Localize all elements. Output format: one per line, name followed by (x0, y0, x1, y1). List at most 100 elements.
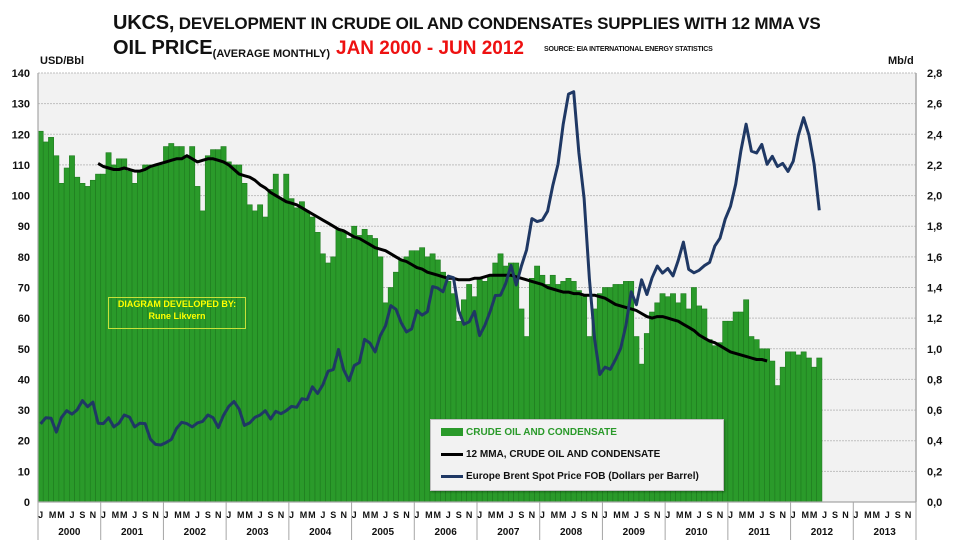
x-month-tick: J (822, 510, 827, 520)
y-left-tick-label: 110 (12, 160, 30, 172)
legend-label-crude: CRUDE OIL AND CONDENSATE (466, 427, 617, 438)
x-month-tick: M (425, 510, 433, 520)
x-month-tick: N (340, 510, 347, 520)
bar (419, 247, 426, 503)
bar (387, 287, 394, 503)
x-month-tick: J (258, 510, 263, 520)
x-month-tick: J (320, 510, 325, 520)
x-month-tick: J (791, 510, 796, 520)
y-right-tick-label: 2,8 (927, 68, 942, 80)
x-month-tick: M (120, 510, 128, 520)
x-month-tick: J (477, 510, 482, 520)
x-month-tick: S (268, 510, 274, 520)
bar (262, 216, 269, 503)
x-month-tick: J (226, 510, 231, 520)
x-month-tick: M (488, 510, 496, 520)
x-month-tick: J (853, 510, 858, 520)
y-right-tick-label: 2,4 (927, 129, 943, 141)
x-year-label: 2013 (874, 527, 897, 538)
bar (272, 173, 279, 503)
y-left-tick-label: 60 (18, 313, 30, 325)
bar (811, 366, 818, 503)
bar (769, 360, 776, 503)
bar (267, 189, 274, 503)
bar (288, 198, 295, 503)
x-month-tick: N (403, 510, 410, 520)
x-month-tick: M (873, 510, 881, 520)
bar (42, 141, 49, 503)
x-month-tick: M (300, 510, 308, 520)
x-month-tick: S (707, 510, 713, 520)
x-month-tick: M (684, 510, 692, 520)
bar (251, 210, 258, 503)
title-period: JAN 2000 - JUN 2012 (336, 38, 524, 59)
x-month-tick: J (603, 510, 608, 520)
bar (69, 155, 75, 503)
x-month-tick: N (215, 510, 222, 520)
legend-item-price: Europe Brent Spot Price FOB (Dollars per… (441, 471, 699, 482)
bar (53, 155, 60, 503)
bar (110, 164, 117, 503)
bar (377, 256, 384, 503)
bar (413, 250, 420, 503)
x-month-tick: J (289, 510, 294, 520)
x-year-label: 2008 (560, 527, 583, 538)
y-right-tick-label: 1,2 (927, 313, 942, 325)
y-right-ticks: 0,0 0,2 0,4 0,6 0,8 1,0 1,2 1,4 1,6 1,8 2,0 2,2 2,4 2… (927, 68, 943, 509)
y-left-tick-label: 50 (18, 344, 30, 356)
chart-title-line1: UKCS, DEVELOPMENT IN CRUDE OIL AND CONDE… (113, 12, 821, 35)
x-year-label: 2001 (121, 527, 144, 538)
bar (800, 351, 807, 503)
x-month-tick: J (508, 510, 513, 520)
y-left-tick-label: 20 (18, 436, 30, 448)
x-year-label: 2004 (309, 527, 332, 538)
bar (126, 170, 133, 503)
y-left-ticks: 0 10 20 30 40 50 60 70 80 90 100 110 120 130 140 (12, 68, 30, 509)
x-month-tick: S (644, 510, 650, 520)
bar (366, 235, 373, 503)
bar (403, 256, 410, 503)
x-month-tick: S (456, 510, 462, 520)
bar (37, 130, 44, 503)
bar (795, 354, 802, 503)
bar (816, 357, 823, 503)
y-left-unit-label: USD/Bbl (40, 55, 84, 67)
x-month-tick: J (697, 510, 702, 520)
bar (142, 164, 149, 503)
bar (325, 262, 331, 503)
bar (785, 351, 791, 503)
bar (84, 186, 91, 503)
y-left-tick-label: 70 (18, 283, 30, 295)
x-month-tick: M (183, 510, 191, 520)
x-month-tick: S (518, 510, 524, 520)
bar (121, 158, 128, 503)
legend-swatch-mma (441, 452, 463, 456)
bar (398, 259, 405, 503)
x-month-tick: S (205, 510, 211, 520)
x-month-tick: J (383, 510, 388, 520)
x-month-tick: M (174, 510, 182, 520)
x-month-tick: S (769, 510, 775, 520)
title-main: OIL PRICE (113, 37, 213, 59)
bar (382, 302, 389, 503)
legend-label-price: Europe Brent Spot Price FOB (Dollars per… (466, 471, 699, 482)
bar (241, 183, 248, 503)
x-month-tick: M (308, 510, 316, 520)
credit-line2: Rune Likvern (148, 311, 206, 321)
bar (758, 348, 765, 503)
bar (257, 204, 264, 503)
bar (790, 351, 797, 503)
bar (346, 238, 352, 503)
legend-label-mma: 12 MMA, CRUDE OIL AND CONDENSATE (466, 449, 661, 460)
x-month-tick: M (864, 510, 872, 520)
y-left-tick-label: 120 (12, 129, 30, 141)
x-month-tick: N (654, 510, 661, 520)
bar (136, 170, 143, 503)
x-year-label: 2000 (58, 527, 81, 538)
y-left-tick-label: 40 (18, 374, 30, 386)
bar (131, 183, 138, 503)
x-month-tick: N (529, 510, 536, 520)
y-right-tick-label: 0,2 (927, 466, 942, 478)
x-year-label: 2006 (435, 527, 458, 538)
